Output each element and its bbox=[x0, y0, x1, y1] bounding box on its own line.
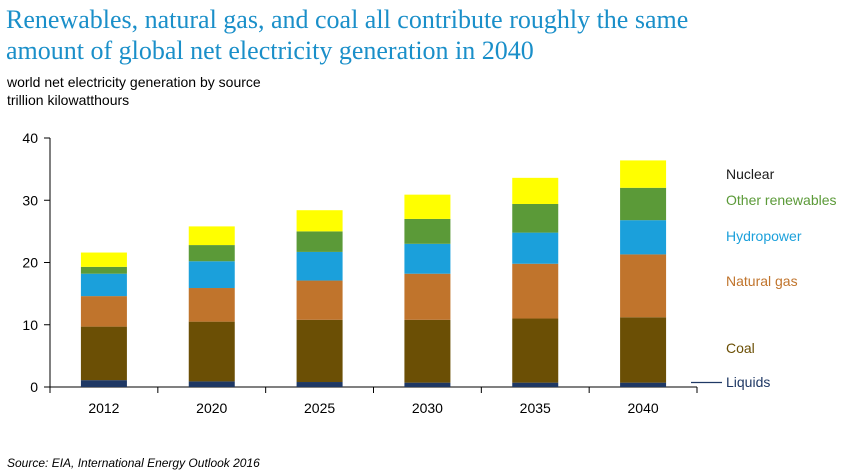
bar-coal-2012 bbox=[80, 326, 127, 381]
legend-other-renewables: Other renewables bbox=[726, 192, 837, 208]
chart-title: Renewables, natural gas, and coal all co… bbox=[6, 4, 846, 66]
bar-natural-gas-2040 bbox=[620, 254, 667, 318]
bar-other-renewables-2012 bbox=[80, 266, 127, 274]
bar-liquids-2035 bbox=[512, 382, 559, 387]
bar-liquids-2040 bbox=[620, 382, 667, 387]
x-tick-label: 2040 bbox=[628, 400, 659, 416]
chart-title-line-2: amount of global net electricity generat… bbox=[6, 36, 534, 65]
bar-coal-2035 bbox=[512, 318, 559, 383]
bar-coal-2040 bbox=[620, 317, 667, 383]
bar-natural-gas-2035 bbox=[512, 263, 559, 319]
bar-hydropower-2020 bbox=[188, 261, 235, 289]
y-tick-label: 10 bbox=[22, 317, 38, 333]
x-tick-label: 2012 bbox=[88, 400, 119, 416]
legend-natural-gas: Natural gas bbox=[726, 273, 798, 289]
bar-other-renewables-2020 bbox=[188, 245, 235, 262]
bar-liquids-2020 bbox=[188, 381, 235, 387]
legend-nuclear: Nuclear bbox=[726, 166, 775, 182]
bar-natural-gas-2025 bbox=[296, 280, 343, 320]
bar-other-renewables-2025 bbox=[296, 231, 343, 252]
bar-coal-2030 bbox=[404, 319, 451, 383]
bar-nuclear-2040 bbox=[620, 160, 667, 188]
bar-hydropower-2025 bbox=[296, 251, 343, 281]
bar-other-renewables-2035 bbox=[512, 203, 559, 233]
bar-nuclear-2012 bbox=[80, 252, 127, 267]
bar-natural-gas-2020 bbox=[188, 288, 235, 322]
source-note: Source: EIA, International Energy Outloo… bbox=[7, 456, 260, 470]
chart-subtitle: world net electricity generation by sour… bbox=[7, 73, 261, 109]
bar-natural-gas-2030 bbox=[404, 273, 451, 320]
bar-natural-gas-2012 bbox=[80, 296, 127, 327]
bar-nuclear-2030 bbox=[404, 194, 451, 219]
legend-liquids: Liquids bbox=[726, 374, 770, 390]
legend-hydropower: Hydropower bbox=[726, 228, 802, 244]
x-tick-label: 2020 bbox=[196, 400, 227, 416]
bar-liquids-2025 bbox=[296, 382, 343, 387]
bar-hydropower-2030 bbox=[404, 243, 451, 274]
x-tick-label: 2025 bbox=[304, 400, 335, 416]
legend-coal: Coal bbox=[726, 340, 755, 356]
bar-coal-2020 bbox=[188, 321, 235, 382]
bar-hydropower-2012 bbox=[80, 273, 127, 297]
chart-title-line-1: Renewables, natural gas, and coal all co… bbox=[6, 5, 689, 34]
bar-other-renewables-2030 bbox=[404, 218, 451, 244]
x-tick-label: 2030 bbox=[412, 400, 443, 416]
bar-hydropower-2035 bbox=[512, 232, 559, 264]
y-axis-unit-label: trillion kilowatthours bbox=[7, 92, 130, 108]
bar-hydropower-2040 bbox=[620, 220, 667, 255]
bar-coal-2025 bbox=[296, 319, 343, 383]
bar-nuclear-2020 bbox=[188, 226, 235, 246]
bar-liquids-2012 bbox=[80, 380, 127, 387]
bar-nuclear-2035 bbox=[512, 177, 559, 204]
y-tick-label: 0 bbox=[30, 379, 38, 395]
chart-subtitle-line-1: world net electricity generation by sour… bbox=[7, 74, 261, 90]
y-tick-label: 40 bbox=[22, 130, 38, 146]
x-tick-label: 2035 bbox=[520, 400, 551, 416]
y-tick-label: 20 bbox=[22, 255, 38, 271]
bar-other-renewables-2040 bbox=[620, 187, 667, 221]
y-tick-label: 30 bbox=[22, 192, 38, 208]
bar-nuclear-2025 bbox=[296, 210, 343, 232]
bar-liquids-2030 bbox=[404, 382, 451, 387]
